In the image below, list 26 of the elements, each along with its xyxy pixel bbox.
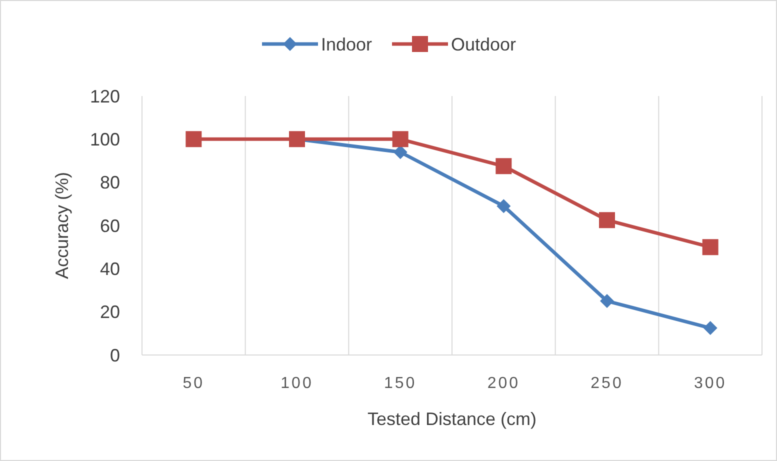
point bbox=[703, 321, 718, 336]
x-tick-label: 100 bbox=[280, 375, 314, 392]
x-tick-label: 300 bbox=[694, 375, 727, 392]
x-tick-label: 250 bbox=[590, 375, 624, 392]
y-tick-label: 80 bbox=[100, 172, 120, 193]
y-tick-label: 100 bbox=[90, 129, 120, 150]
legend-label: Indoor bbox=[321, 34, 372, 54]
x-tick-label: 150 bbox=[384, 375, 417, 392]
y-tick-label: 40 bbox=[100, 258, 120, 279]
legend-label: Outdoor bbox=[451, 34, 516, 54]
point bbox=[186, 131, 202, 148]
y-tick-label: 0 bbox=[110, 345, 120, 366]
point bbox=[496, 158, 512, 174]
x-tick-label: 200 bbox=[487, 375, 520, 392]
point bbox=[392, 131, 408, 148]
y-tick-label: 120 bbox=[90, 86, 120, 106]
y-tick-label: 20 bbox=[100, 302, 120, 322]
x-axis-title: Tested Distance (cm) bbox=[367, 409, 537, 429]
point bbox=[702, 239, 718, 256]
y-tick-label: 60 bbox=[100, 216, 120, 236]
point bbox=[496, 199, 511, 214]
y-axis-title: Accuracy (%) bbox=[52, 172, 72, 280]
point bbox=[393, 145, 408, 160]
x-tick-label: 50 bbox=[182, 375, 205, 392]
point bbox=[600, 294, 614, 308]
point bbox=[599, 212, 615, 228]
